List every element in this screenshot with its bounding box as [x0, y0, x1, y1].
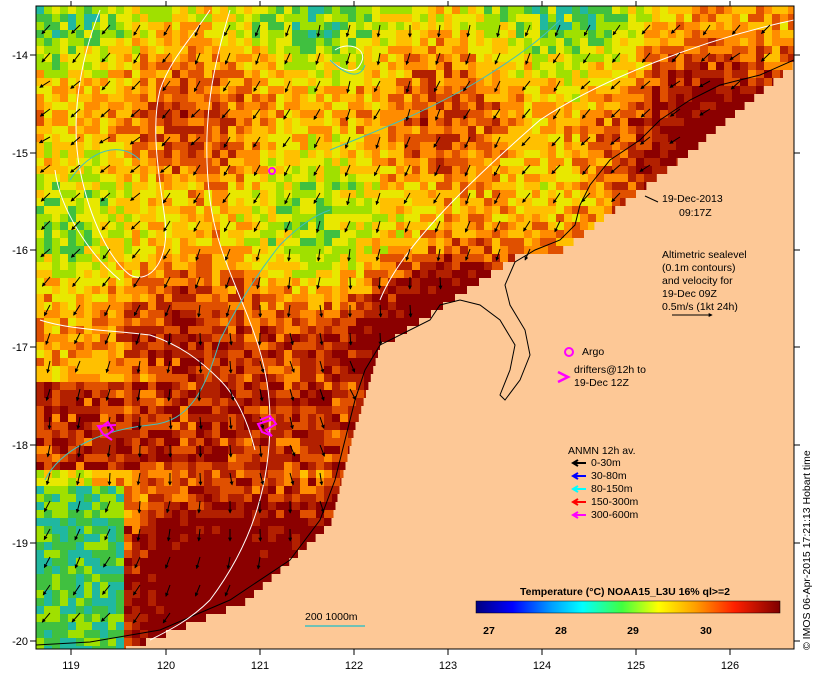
altimetry-line-4: 19-Dec 09Z — [662, 288, 717, 300]
lat-tick-label: -18 — [12, 440, 28, 452]
lon-tick-label: 120 — [157, 660, 175, 672]
colorbar — [475, 600, 781, 614]
argo-float-marker — [268, 167, 276, 175]
drifters-legend-line-1: drifters@12h to — [574, 364, 646, 376]
lon-tick-label: 121 — [251, 660, 269, 672]
lon-tick-label: 123 — [439, 660, 457, 672]
lon-tick-label: 124 — [533, 660, 551, 672]
map-axes: 119 120 121 122 123 124 125 126 -14 -15 -16 -17 -18 -… — [12, 1, 800, 672]
lat-tick-label: -19 — [12, 538, 28, 550]
anmn-legend-title: ANMN 12h av. — [568, 445, 636, 457]
altimetry-note: Altimetric sealevel (0.1m contours) and … — [662, 249, 747, 317]
drifter-legend-icon — [557, 370, 571, 384]
lat-tick-label: -14 — [12, 50, 28, 62]
anmn-depth-label: 30-80m — [591, 470, 627, 482]
altimetry-line-3: and velocity for — [662, 275, 733, 287]
lon-tick-label: 125 — [627, 660, 645, 672]
altimetry-line-2: (0.1m contours) — [662, 262, 736, 274]
anmn-depth-label: 0-30m — [591, 457, 621, 469]
anmn-depth-label: 300-600m — [591, 509, 639, 521]
lon-tick-label: 119 — [62, 660, 80, 672]
lat-tick-label: -17 — [12, 342, 28, 354]
isobath-legend-label: 200 1000m — [305, 611, 358, 623]
colorbar-tick-label: 28 — [555, 625, 567, 637]
colorbar-title: Temperature (°C) NOAA15_L3U 16% ql>=2 — [520, 586, 730, 598]
date-label: 19-Dec-2013 — [662, 193, 723, 205]
date-pointer — [644, 195, 659, 203]
altimetry-line-5: 0.5m/s (1kt 24h) — [662, 301, 738, 313]
lat-tick-label: -16 — [12, 245, 28, 257]
velocity-arrows — [38, 24, 771, 624]
colorbar-tick-label: 29 — [627, 625, 639, 637]
argo-legend-label: Argo — [582, 346, 604, 358]
lon-tick-label: 126 — [721, 660, 739, 672]
colorbar-ticks: 27 28 29 30 — [483, 625, 712, 637]
sealevel-contours — [39, 9, 794, 641]
coastline — [36, 59, 794, 646]
argo-legend-icon — [564, 347, 574, 357]
isobaths — [44, 19, 561, 481]
drifters-legend-line-2: 19-Dec 12Z — [574, 377, 629, 389]
credit-text: © IMOS 06-Apr-2015 17:21:13 Hobart time — [801, 450, 813, 650]
colorbar-tick-label: 30 — [700, 625, 712, 637]
drifter-tracks — [96, 414, 278, 441]
altimetry-line-1: Altimetric sealevel — [662, 249, 747, 261]
time-label: 09:17Z — [679, 207, 712, 219]
anmn-depth-label: 80-150m — [591, 483, 633, 495]
lat-tick-label: -20 — [12, 636, 28, 648]
lon-tick-label: 122 — [345, 660, 363, 672]
lat-tick-label: -15 — [12, 148, 28, 160]
sst-field — [36, 6, 794, 649]
anmn-depth-label: 150-300m — [591, 496, 639, 508]
colorbar-tick-label: 27 — [483, 625, 495, 637]
map-frame — [35, 5, 795, 650]
